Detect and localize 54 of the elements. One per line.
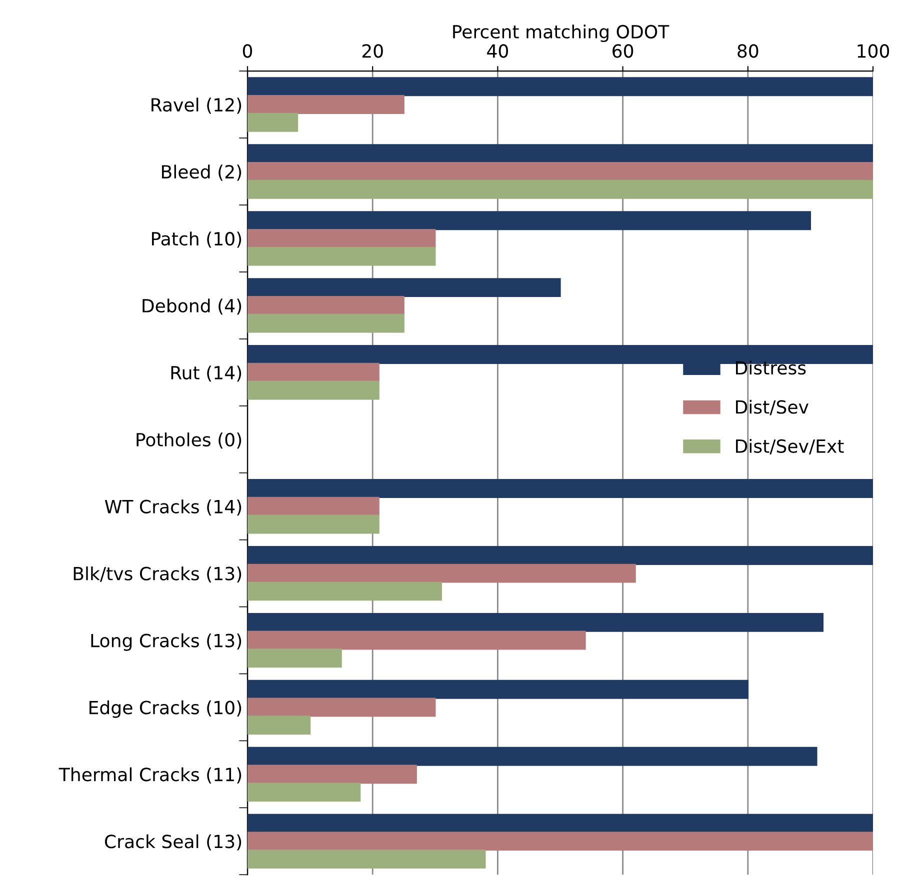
legend-label: Dist/Sev [736, 400, 808, 416]
x-tick-label: 20 [362, 44, 383, 58]
bar [248, 648, 342, 668]
y-tick-label: Crack Seal (13) [104, 834, 242, 850]
y-tick-label: Bleed (2) [162, 164, 242, 181]
legend-label: Distress [736, 360, 806, 375]
bar [248, 850, 486, 869]
bar [248, 162, 873, 181]
bar [248, 77, 873, 96]
y-tick-label: WT Cracks (14) [104, 499, 242, 516]
bar [248, 144, 873, 164]
legend-label: Dist/Sev/Ext [736, 438, 844, 454]
bar [248, 716, 311, 735]
bar [248, 746, 818, 766]
y-tick-label: Potholes (0) [136, 432, 242, 449]
bar [248, 514, 380, 534]
y-tick-label: Rut (14) [171, 366, 242, 382]
bar [248, 782, 361, 802]
x-tick-label: 0 [242, 44, 252, 58]
bar [248, 211, 812, 230]
bar [248, 479, 873, 498]
bar [248, 180, 873, 199]
bar [248, 496, 380, 516]
y-tick-label: Ravel (12) [152, 98, 242, 114]
x-tick-label: 100 [858, 44, 890, 58]
bar [248, 296, 404, 315]
bar [248, 832, 873, 851]
bar [248, 698, 436, 717]
bar [248, 582, 442, 601]
y-tick-label: Patch (10) [152, 232, 242, 248]
bar [248, 814, 873, 833]
bar [248, 764, 417, 784]
y-tick-label: Edge Cracks (10) [90, 700, 242, 718]
y-tick-label: Long Cracks (13) [91, 633, 242, 651]
bar [248, 362, 380, 382]
bar [248, 612, 824, 632]
y-tick-label: Thermal Cracks (11) [58, 767, 242, 784]
bar [248, 246, 436, 266]
y-tick-label: Debond (4) [142, 298, 242, 315]
bar [248, 278, 561, 298]
bar [248, 228, 436, 248]
bar [248, 95, 404, 114]
x-axis-title: Percent matching ODOT [453, 24, 670, 42]
bar [248, 314, 404, 333]
bar [248, 546, 873, 565]
bar [248, 630, 586, 650]
y-tick-label: Blk/tvs Cracks (13) [74, 566, 242, 583]
bar [248, 564, 636, 583]
bar [248, 380, 380, 400]
x-tick-label: 60 [612, 44, 634, 58]
x-tick-label: 40 [487, 44, 508, 58]
bar [248, 112, 298, 132]
x-tick-label: 80 [738, 44, 758, 58]
bar [248, 680, 748, 699]
